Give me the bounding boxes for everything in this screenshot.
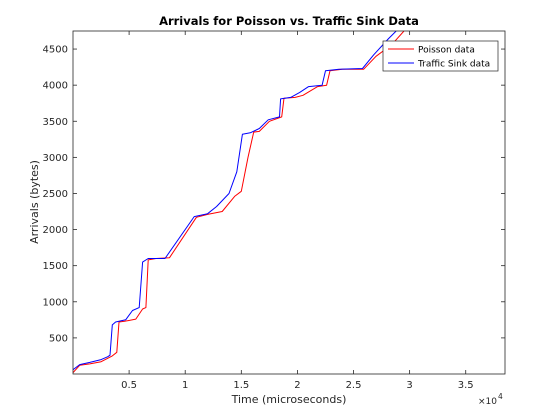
series-line-traffic-sink bbox=[73, 31, 397, 371]
y-tick-label: 500 bbox=[49, 333, 68, 344]
y-axis-label: Arrivals (bytes) bbox=[28, 160, 41, 244]
axes-box bbox=[72, 30, 506, 375]
x-axis: 0.5 1 1.5 2 2.5 3 3.5 bbox=[121, 31, 474, 391]
x-tick-label: 1.5 bbox=[233, 380, 249, 391]
x-tick-label: 0.5 bbox=[121, 380, 137, 391]
x-tick-label: 2 bbox=[294, 380, 300, 391]
y-tick-label: 2500 bbox=[43, 189, 68, 200]
x-axis-label: Time (microseconds) bbox=[231, 393, 347, 406]
legend-label-poisson: Poisson data bbox=[418, 46, 475, 56]
y-tick-label: 1500 bbox=[43, 261, 68, 272]
y-tick-label: 2000 bbox=[43, 225, 68, 236]
y-tick-label: 4500 bbox=[43, 45, 68, 56]
legend-box bbox=[382, 40, 499, 72]
x-exponent-power: 4 bbox=[498, 392, 503, 401]
y-tick-label: 1000 bbox=[43, 297, 68, 308]
y-tick-label: 4000 bbox=[43, 81, 68, 92]
x-tick-label: 3.5 bbox=[458, 380, 474, 391]
x-tick-label: 3 bbox=[406, 380, 412, 391]
series-lines bbox=[73, 31, 405, 373]
x-exponent: ×10 4 bbox=[478, 392, 503, 407]
y-tick-label: 3500 bbox=[43, 117, 68, 128]
x-tick-label: 1 bbox=[182, 380, 188, 391]
legend-label-traffic-sink: Traffic Sink data bbox=[417, 60, 490, 70]
y-tick-label: 3000 bbox=[43, 153, 68, 164]
x-tick-label: 2.5 bbox=[346, 380, 362, 391]
legend: Poisson data Traffic Sink data bbox=[382, 40, 499, 72]
chart-title: Arrivals for Poisson vs. Traffic Sink Da… bbox=[159, 14, 419, 28]
series-line-poisson bbox=[73, 31, 405, 373]
plot-area bbox=[73, 31, 505, 374]
y-axis: 500 1000 1500 2000 2500 3000 3500 4000 4500 bbox=[43, 45, 505, 344]
x-exponent-base: ×10 bbox=[478, 397, 497, 407]
